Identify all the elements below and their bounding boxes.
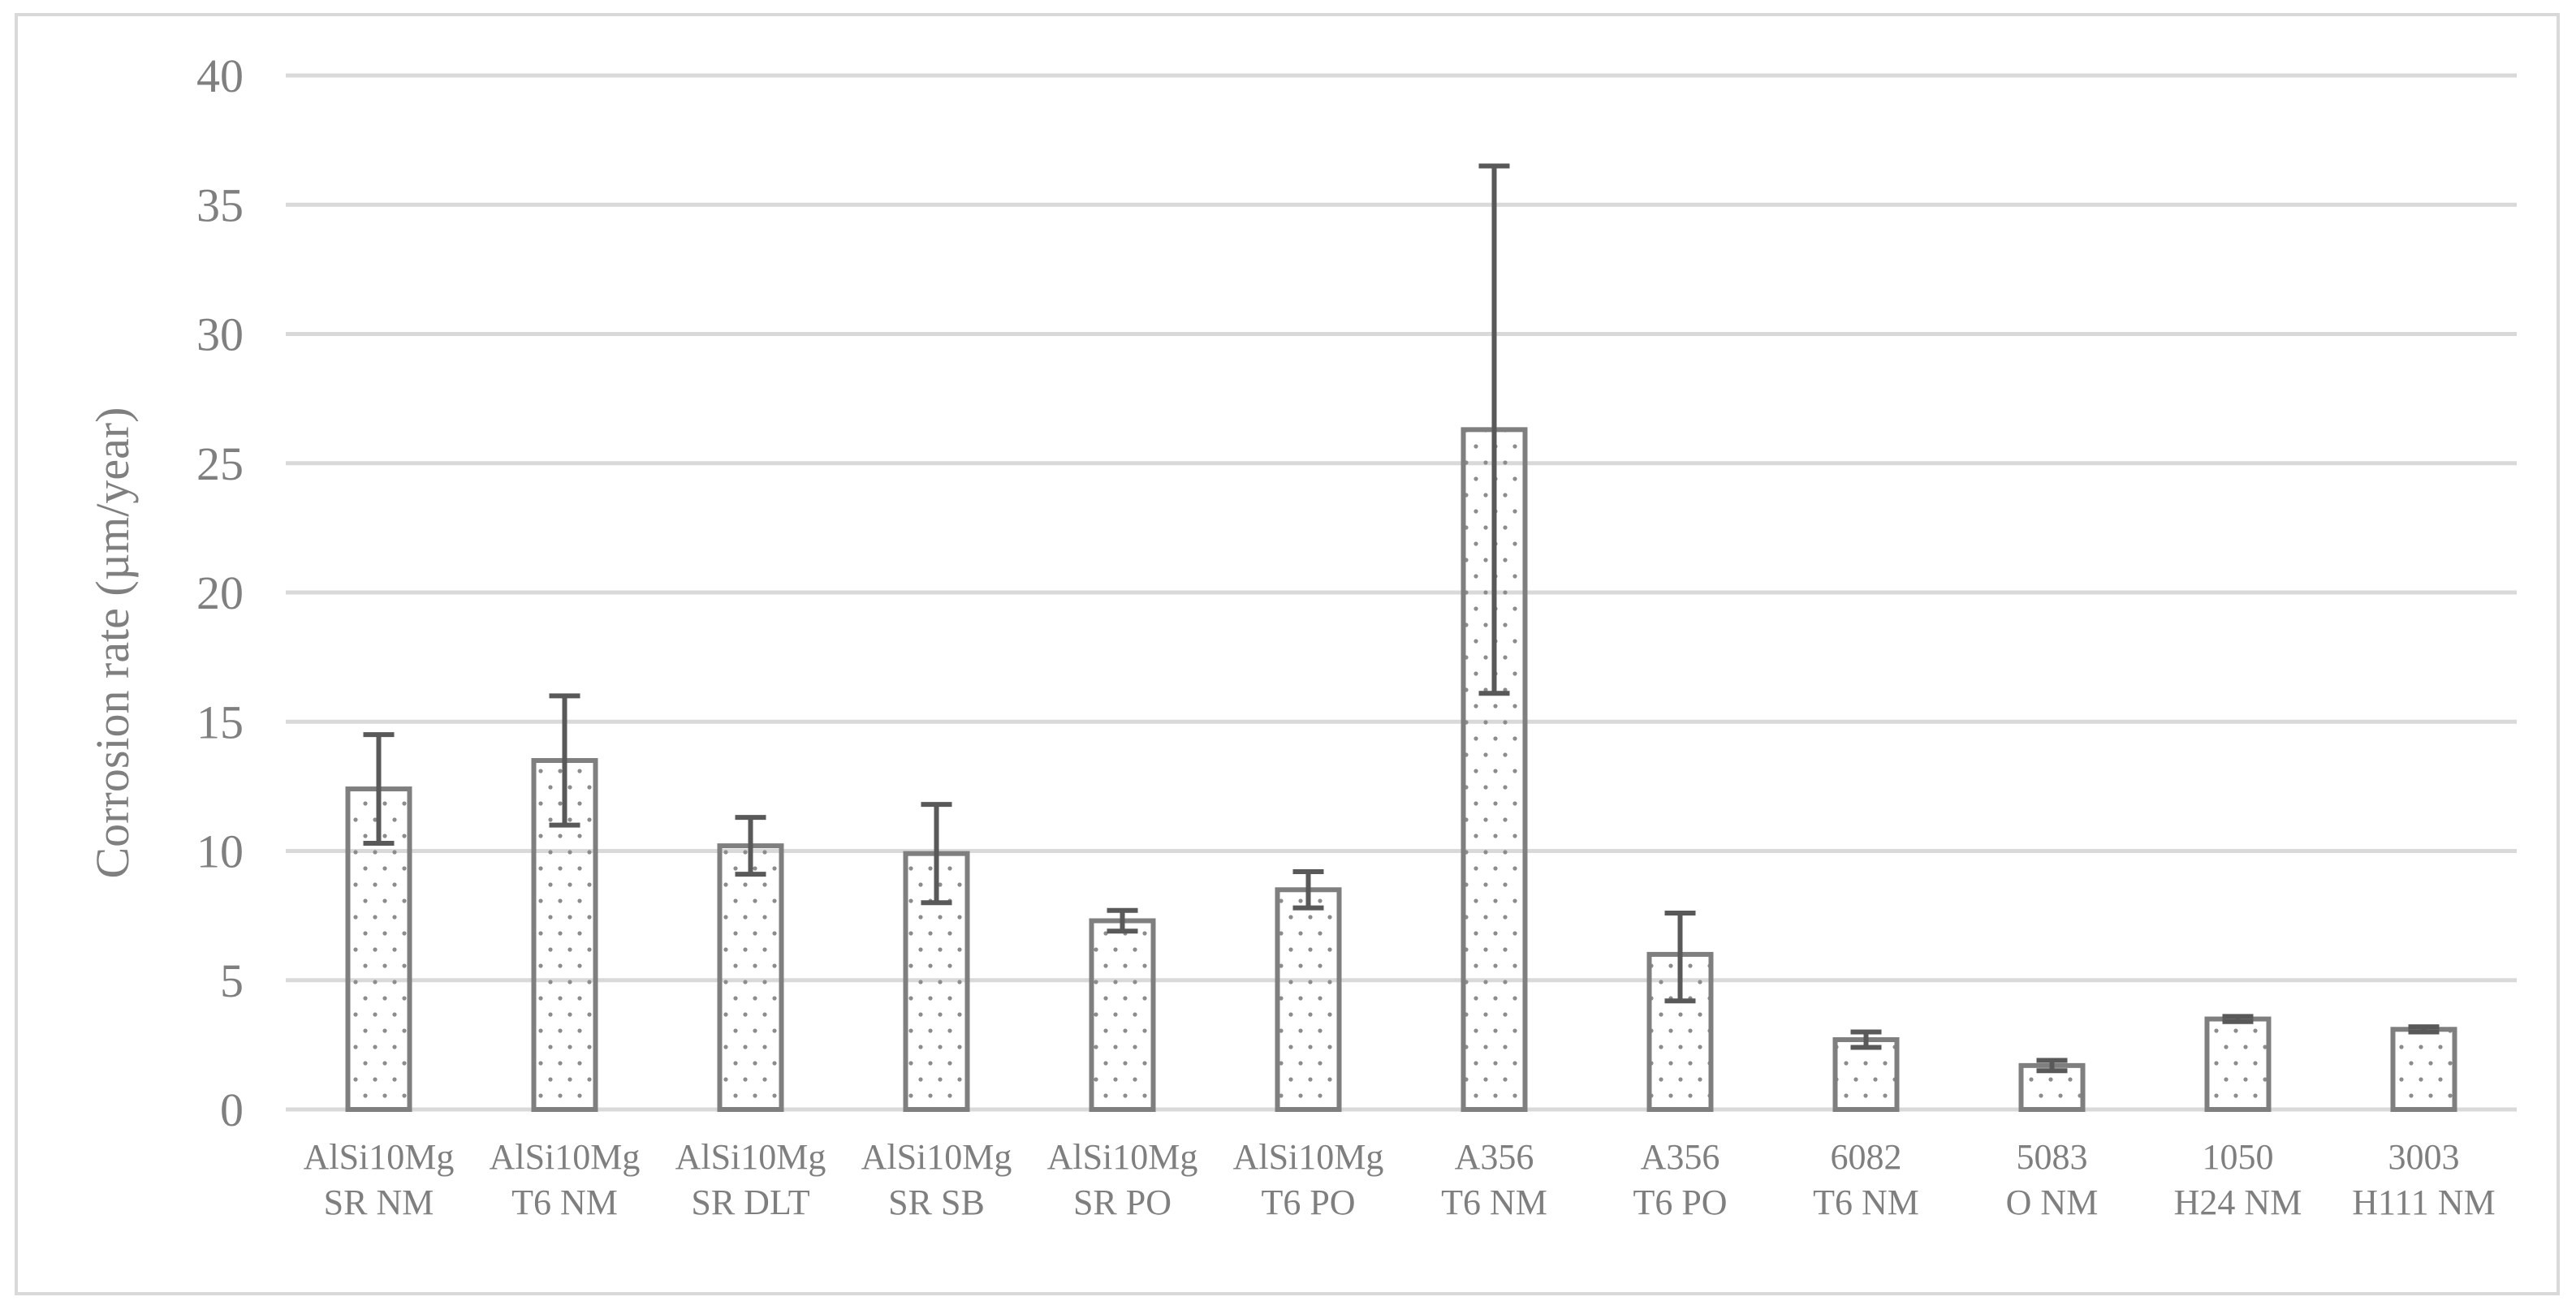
x-tick-label: AlSi10Mg (675, 1137, 826, 1177)
bar (1832, 1037, 1900, 1113)
error-bar (2408, 1024, 2440, 1035)
x-tick-label: H111 NM (2352, 1183, 2495, 1222)
y-axis-label: Corrosion rate (µm/year) (86, 407, 139, 879)
x-tick-label: T6 PO (1261, 1183, 1355, 1222)
error-bar (2222, 1014, 2254, 1024)
x-tick-label: H24 NM (2174, 1183, 2302, 1222)
y-tick-label: 40 (196, 50, 244, 102)
x-tick-label: AlSi10Mg (861, 1137, 1012, 1177)
x-tick-label: AlSi10Mg (1233, 1137, 1384, 1177)
y-tick-label: 20 (196, 567, 244, 619)
error-bar (1107, 907, 1138, 934)
x-tick-label: SR DLT (691, 1183, 809, 1222)
y-tick-label: 5 (220, 954, 244, 1007)
x-tick-label: SR NM (324, 1183, 434, 1222)
x-tick-label: 6082 (1831, 1137, 1902, 1177)
error-bar (735, 815, 766, 877)
x-tick-label: AlSi10Mg (490, 1137, 641, 1177)
bar (2390, 1027, 2457, 1113)
x-tick-label: A356 (1455, 1137, 1534, 1177)
x-tick-label: 1050 (2203, 1137, 2274, 1177)
bars (345, 427, 2457, 1113)
y-tick-label: 30 (196, 308, 244, 361)
x-tick-label: SR PO (1073, 1183, 1171, 1222)
y-axis-tick-labels: 0 5 10 15 20 25 30 35 40 (196, 50, 244, 1136)
x-tick-label: T6 NM (1441, 1183, 1547, 1222)
bar (2204, 1016, 2272, 1113)
bar (1089, 918, 1156, 1112)
x-tick-label: 3003 (2388, 1137, 2460, 1177)
error-bar (1478, 163, 1510, 696)
y-tick-label: 15 (196, 696, 244, 748)
x-tick-label: O NM (2006, 1183, 2099, 1222)
x-tick-label: T6 NM (511, 1183, 618, 1222)
x-tick-label: T6 NM (1813, 1183, 1919, 1222)
error-bar (1664, 910, 1696, 1004)
gridlines (286, 73, 2517, 1112)
x-tick-label: 5083 (2017, 1137, 2088, 1177)
bar (1275, 887, 1342, 1113)
x-axis-tick-labels: AlSi10Mg SR NM AlSi10Mg T6 NM AlSi10Mg SR DLT… (304, 1137, 2496, 1222)
error-bar (2036, 1058, 2068, 1074)
y-tick-label: 35 (196, 179, 244, 231)
x-tick-label: A356 (1641, 1137, 1720, 1177)
y-tick-label: 25 (196, 437, 244, 490)
error-bar (363, 732, 395, 846)
error-bar (1292, 868, 1324, 911)
error-bar (921, 802, 952, 906)
error-bars (363, 163, 2440, 1074)
y-tick-label: 10 (196, 825, 244, 878)
error-bar (549, 693, 580, 828)
x-tick-label: SR SB (888, 1183, 985, 1222)
bar (1646, 951, 1714, 1113)
bar (717, 843, 784, 1112)
x-tick-label: AlSi10Mg (304, 1137, 455, 1177)
error-bar (1850, 1029, 1882, 1050)
x-tick-label: AlSi10Mg (1047, 1137, 1198, 1177)
x-tick-label: T6 PO (1633, 1183, 1727, 1222)
y-tick-label: 0 (220, 1084, 244, 1136)
